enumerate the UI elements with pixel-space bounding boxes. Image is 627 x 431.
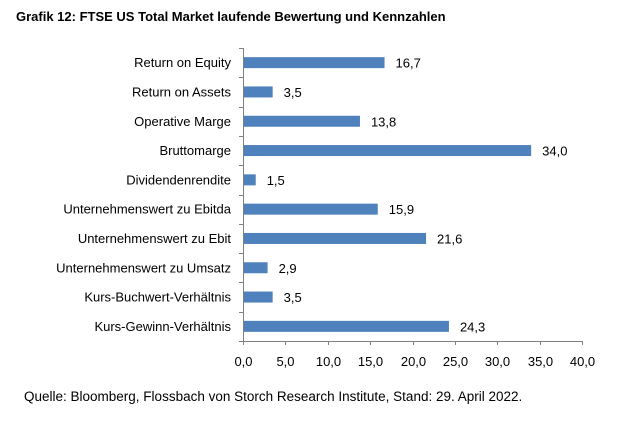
bar <box>244 320 449 332</box>
x-tick-label: 5,0 <box>276 354 294 369</box>
value-label: 2,9 <box>279 261 297 276</box>
x-tick-label: 15,0 <box>358 354 383 369</box>
bar <box>244 115 360 127</box>
value-label: 21,6 <box>437 231 462 246</box>
bar <box>244 145 532 157</box>
value-label: 24,3 <box>460 319 485 334</box>
category-label: Return on Assets <box>132 84 231 99</box>
value-label: 13,8 <box>371 114 396 129</box>
bar <box>244 232 427 244</box>
bar <box>244 291 273 303</box>
category-label: Kurs-Buchwert-Verhältnis <box>84 290 231 305</box>
category-label: Dividendenrendite <box>126 172 231 187</box>
x-tick-label: 10,0 <box>316 354 341 369</box>
category-label: Unternehmenswert zu Ebitda <box>63 202 231 217</box>
bar <box>244 203 378 215</box>
x-tick-label: 25,0 <box>443 354 468 369</box>
value-label: 34,0 <box>542 144 567 159</box>
category-label: Unternehmenswert zu Ebit <box>78 231 232 246</box>
value-label: 15,9 <box>389 202 414 217</box>
category-label: Kurs-Gewinn-Verhältnis <box>94 319 231 334</box>
bar <box>244 174 256 186</box>
x-tick-label: 20,0 <box>401 354 426 369</box>
bar <box>244 262 268 274</box>
x-tick-label: 35,0 <box>528 354 553 369</box>
x-tick-label: 0,0 <box>234 354 252 369</box>
x-tick-label: 40,0 <box>570 354 595 369</box>
category-label: Unternehmenswert zu Umsatz <box>56 260 231 275</box>
bar <box>244 57 385 69</box>
value-label: 3,5 <box>284 290 302 305</box>
value-label: 1,5 <box>267 173 285 188</box>
x-tick-label: 30,0 <box>485 354 510 369</box>
category-label: Operative Marge <box>134 114 231 129</box>
source-note: Quelle: Bloomberg, Flossbach von Storch … <box>24 389 523 404</box>
bar <box>244 86 273 98</box>
category-label: Bruttomarge <box>159 143 231 158</box>
value-label: 3,5 <box>284 85 302 100</box>
category-label: Return on Equity <box>134 55 231 70</box>
value-label: 16,7 <box>396 56 421 71</box>
chart-title: Grafik 12: FTSE US Total Market laufende… <box>16 9 446 24</box>
